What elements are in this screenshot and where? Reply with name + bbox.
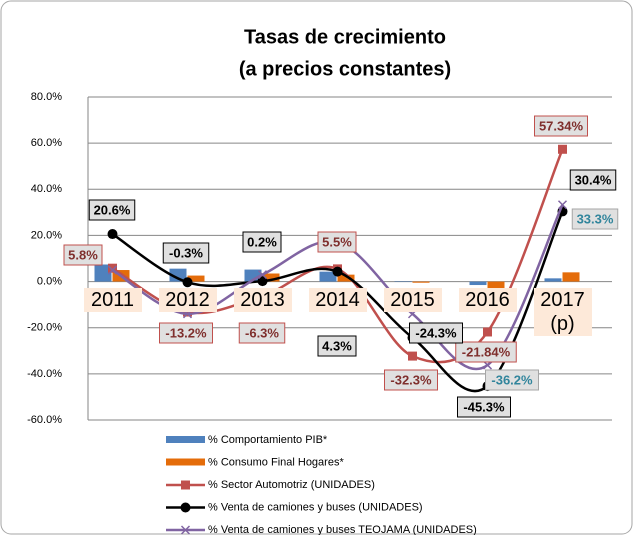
- bar: [94, 264, 112, 282]
- bar: [169, 268, 187, 282]
- data-label: 20.6%: [94, 202, 131, 217]
- bar: [262, 273, 280, 282]
- data-label: -45.3%: [463, 399, 505, 414]
- data-label-box: [162, 242, 210, 264]
- y-tick-label: 20.0%: [31, 229, 62, 241]
- x-tick-label: 2013: [233, 288, 292, 313]
- legend-label: % Venta de camiones y buses (UNIDADES): [208, 501, 423, 513]
- data-label-box: [485, 369, 539, 391]
- data-label-box: [242, 231, 282, 253]
- point-marker: [332, 266, 343, 277]
- bar: [469, 281, 487, 286]
- x-tick-label: 2017 (p): [533, 288, 592, 337]
- y-tick-label: 0.0%: [37, 275, 62, 287]
- legend-marker: [180, 502, 191, 513]
- data-label-box: [317, 231, 357, 253]
- data-label-box: [63, 244, 103, 266]
- data-label-box: [534, 115, 588, 137]
- data-label: -6.3%: [245, 325, 279, 340]
- y-tick-label: 80.0%: [31, 91, 62, 103]
- y-tick-label: -20.0%: [27, 322, 62, 334]
- data-label-box: [457, 396, 511, 418]
- x-tick-label: 2011: [83, 288, 142, 313]
- point-marker: [257, 276, 268, 287]
- bar: [562, 272, 580, 282]
- bar: [244, 269, 262, 282]
- y-tick-label: 40.0%: [31, 183, 62, 195]
- legend-swatch: [166, 458, 205, 466]
- data-label: -0.3%: [169, 245, 203, 260]
- point-marker: [107, 265, 118, 275]
- data-label: 4.3%: [322, 338, 352, 353]
- bar: [187, 275, 205, 282]
- data-label-box: [384, 369, 438, 391]
- chart-title: Tasas de crecimiento: [244, 26, 446, 48]
- data-label-box: [571, 208, 619, 230]
- bar: [337, 274, 355, 282]
- point-marker: [183, 307, 192, 317]
- x-tick-label: 2016: [458, 288, 517, 313]
- data-label-box: [317, 335, 357, 357]
- data-label: -21.84%: [462, 344, 511, 359]
- point-marker: [557, 200, 568, 210]
- point-marker: [408, 351, 417, 361]
- legend-label: % Comportamiento PIB*: [208, 434, 328, 446]
- point-marker: [483, 327, 492, 337]
- legend-marker: [180, 525, 191, 535]
- data-label-box: [238, 322, 286, 344]
- y-tick-label: 60.0%: [31, 137, 62, 149]
- bar: [319, 271, 337, 282]
- x-tick-label: 2015: [383, 288, 442, 313]
- data-label: 30.4%: [575, 172, 612, 187]
- data-label-box: [569, 169, 617, 191]
- data-label: 5.5%: [322, 234, 352, 249]
- legend-label: % Venta de camiones y buses TEOJAMA (UNI…: [208, 524, 477, 535]
- bar: [544, 278, 562, 282]
- data-label: -13.2%: [165, 325, 207, 340]
- point-marker: [108, 263, 117, 273]
- chart-subtitle: (a precios constantes): [239, 58, 451, 80]
- bar: [487, 281, 505, 290]
- legend-marker: [181, 480, 190, 490]
- x-tick-label: 2014: [308, 288, 367, 313]
- data-label-box: [88, 199, 136, 221]
- legend-swatch: [166, 436, 205, 443]
- data-label: 57.34%: [539, 118, 584, 133]
- point-marker: [558, 144, 567, 154]
- legend-label: % Sector Automotriz (UNIDADES): [208, 479, 375, 491]
- x-tick-label: 2012: [158, 288, 217, 313]
- data-label-box: [455, 341, 517, 363]
- y-tick-label: -60.0%: [27, 414, 62, 426]
- legend-label: % Consumo Final Hogares*: [208, 456, 344, 468]
- y-tick-label: -40.0%: [27, 368, 62, 380]
- data-label-box: [159, 322, 213, 344]
- data-label: 0.2%: [247, 234, 277, 249]
- data-label: -32.3%: [390, 372, 432, 387]
- point-marker: [107, 229, 118, 240]
- point-marker: [182, 277, 193, 288]
- data-label: -36.2%: [491, 372, 533, 387]
- data-label: 5.8%: [68, 247, 98, 262]
- data-label: -24.3%: [415, 325, 457, 340]
- point-marker: [257, 270, 268, 280]
- bar: [412, 281, 430, 283]
- data-label: 33.3%: [577, 211, 614, 226]
- data-label-box: [409, 322, 463, 344]
